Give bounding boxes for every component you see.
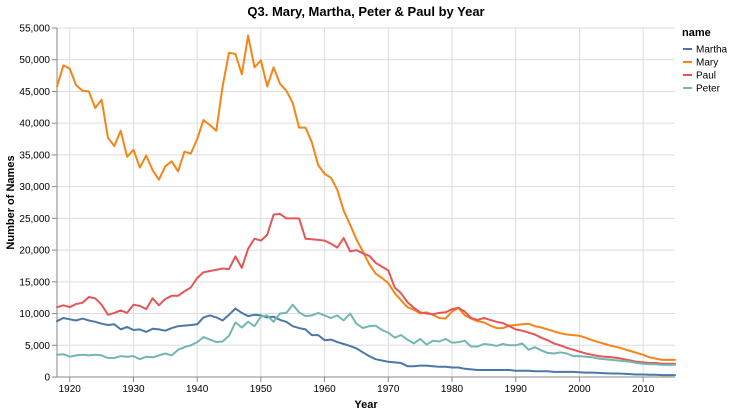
- y-tick-label: 45,000: [19, 87, 50, 98]
- legend-label-paul: Paul: [696, 71, 716, 82]
- x-tick-label: 2000: [568, 384, 591, 395]
- series-line-peter: [56, 303, 676, 366]
- y-tick-label: 35,000: [19, 150, 50, 161]
- x-tick-label: 1990: [505, 384, 528, 395]
- y-tick-label: 5,000: [25, 341, 50, 352]
- legend: name Martha Mary Paul Peter: [682, 27, 728, 95]
- y-tick-label: 50,000: [19, 55, 50, 66]
- x-tick-label: 1960: [313, 384, 336, 395]
- y-tick-label: 55,000: [19, 24, 50, 35]
- series-line-mary: [56, 34, 676, 361]
- x-axis-title: Year: [354, 399, 378, 411]
- y-tick-label: 20,000: [19, 246, 50, 257]
- y-axis-title: Number of Names: [5, 155, 17, 249]
- x-tick-label: 2010: [632, 384, 655, 395]
- gridlines: [57, 27, 675, 378]
- x-tick-label: 1980: [441, 384, 464, 395]
- x-tick-label: 1920: [59, 384, 82, 395]
- series-line-paul: [56, 212, 676, 365]
- x-tick-label: 1950: [250, 384, 273, 395]
- y-tick-label: 0: [44, 373, 50, 384]
- y-tick-label: 30,000: [19, 182, 50, 193]
- series-line-martha: [56, 307, 676, 377]
- y-tick-label: 40,000: [19, 119, 50, 130]
- x-tick-label: 1940: [186, 384, 209, 395]
- axes: 0 5,000 10,000 15,000 20,000 25,000 30,000 35,0…: [19, 24, 675, 395]
- legend-label-mary: Mary: [696, 58, 718, 69]
- chart-title: Q3. Mary, Martha, Peter & Paul by Year: [247, 4, 484, 19]
- y-tick-label: 25,000: [19, 214, 50, 225]
- legend-title: name: [682, 27, 711, 39]
- legend-label-peter: Peter: [696, 84, 721, 95]
- x-tick-label: 1970: [377, 384, 400, 395]
- x-tick-label: 1930: [122, 384, 145, 395]
- y-tick-label: 10,000: [19, 309, 50, 320]
- series-lines: [56, 34, 676, 377]
- y-tick-label: 15,000: [19, 277, 50, 288]
- legend-label-martha: Martha: [696, 45, 728, 56]
